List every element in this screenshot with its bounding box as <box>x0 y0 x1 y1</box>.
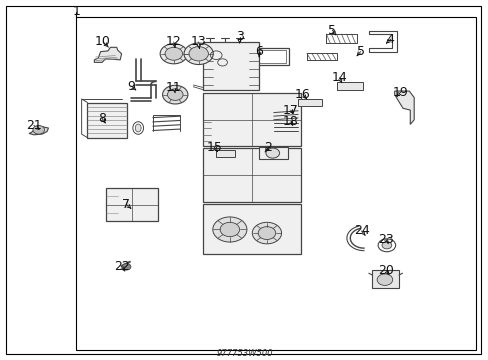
Circle shape <box>376 274 392 285</box>
Text: 20: 20 <box>377 264 393 277</box>
Circle shape <box>381 242 391 249</box>
Text: 22: 22 <box>114 260 129 273</box>
Circle shape <box>33 126 44 134</box>
Text: 10: 10 <box>95 35 111 49</box>
Text: 12: 12 <box>165 35 182 49</box>
Text: 18: 18 <box>282 116 298 129</box>
Text: 5: 5 <box>356 45 364 58</box>
Bar <box>259 147 288 159</box>
Text: 15: 15 <box>206 140 222 153</box>
Text: 6: 6 <box>255 45 263 58</box>
Text: 17: 17 <box>282 104 298 117</box>
Text: 23: 23 <box>377 233 393 246</box>
Circle shape <box>160 44 187 64</box>
Bar <box>203 148 300 202</box>
Polygon shape <box>394 91 413 125</box>
Text: 16: 16 <box>295 88 310 101</box>
Text: 5: 5 <box>327 24 336 37</box>
Circle shape <box>167 89 183 100</box>
Text: 4: 4 <box>386 32 394 46</box>
Bar <box>336 82 362 90</box>
Bar <box>76 17 475 350</box>
Bar <box>248 50 286 63</box>
Bar <box>371 270 398 288</box>
Text: 11: 11 <box>165 81 182 94</box>
Circle shape <box>162 85 187 104</box>
Bar <box>245 48 288 65</box>
Bar <box>203 93 300 146</box>
Text: 21: 21 <box>26 119 41 132</box>
Circle shape <box>258 226 275 239</box>
Bar <box>216 150 234 157</box>
Text: 977753W500: 977753W500 <box>216 348 272 357</box>
Text: 24: 24 <box>353 224 368 238</box>
Bar <box>105 188 158 221</box>
Text: 1: 1 <box>72 5 80 18</box>
Text: 8: 8 <box>98 112 106 125</box>
Circle shape <box>183 43 213 64</box>
Bar <box>87 103 127 138</box>
Circle shape <box>212 217 246 242</box>
Text: 2: 2 <box>264 141 271 154</box>
Text: 14: 14 <box>331 71 347 84</box>
Text: 7: 7 <box>122 198 130 211</box>
Text: 19: 19 <box>392 86 407 99</box>
Polygon shape <box>29 126 48 135</box>
Bar <box>298 99 321 106</box>
Circle shape <box>164 47 182 60</box>
Circle shape <box>265 148 279 158</box>
Circle shape <box>188 46 208 61</box>
Bar <box>203 204 300 253</box>
Text: 9: 9 <box>127 80 135 93</box>
Bar <box>203 42 259 90</box>
Text: 3: 3 <box>235 30 243 43</box>
Polygon shape <box>94 47 122 62</box>
Circle shape <box>252 222 281 244</box>
Ellipse shape <box>135 124 141 132</box>
Circle shape <box>220 222 239 237</box>
Circle shape <box>122 264 131 270</box>
Text: 13: 13 <box>190 35 205 49</box>
